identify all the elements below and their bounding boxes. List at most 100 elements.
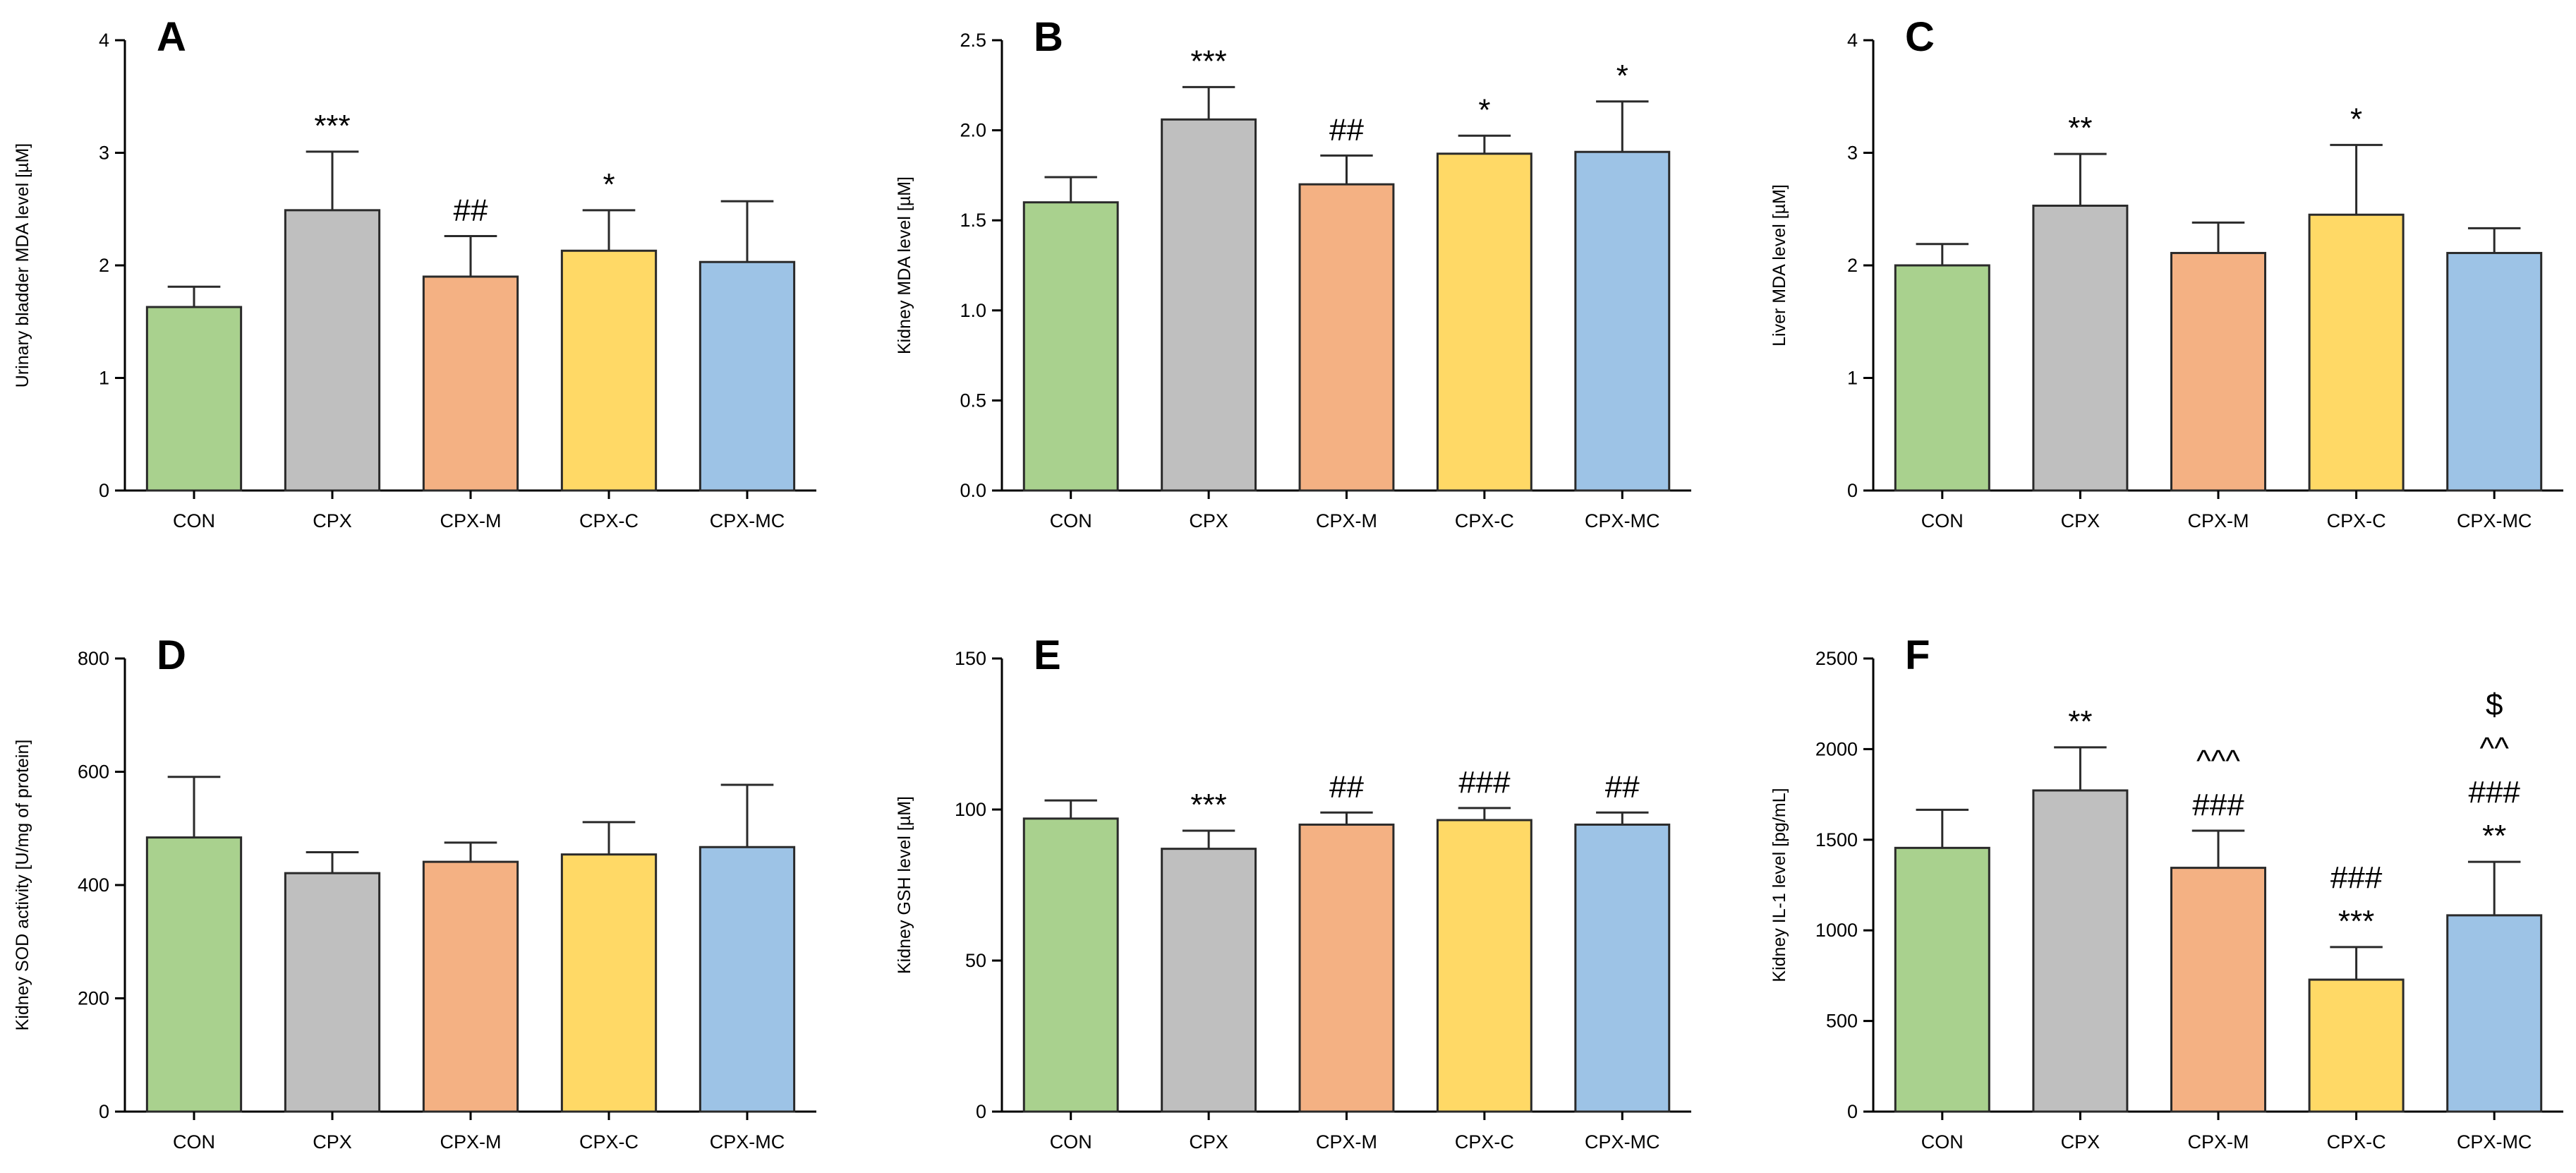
y-axis-label: Kidney SOD activity [U/mg of protein] <box>13 740 32 1031</box>
y-tick-label: 600 <box>78 762 109 783</box>
y-axis-label: Kidney GSH level [µM] <box>895 796 914 974</box>
y-tick-label: 2.0 <box>960 120 986 141</box>
category-label: CPX <box>2061 510 2100 531</box>
bar-cpx <box>1161 848 1257 1113</box>
significance-marker: ## <box>454 193 488 228</box>
y-tick-label: 0 <box>99 1101 109 1122</box>
bar-cpx-m <box>1298 823 1395 1113</box>
significance-marker: ## <box>1605 769 1640 804</box>
significance-marker: ### <box>2468 775 2520 810</box>
y-tick-label: 0.5 <box>960 390 986 411</box>
y-tick-label: 4 <box>99 30 109 51</box>
category-label: CPX <box>1189 1131 1228 1153</box>
category-label: CPX-C <box>1455 510 1514 531</box>
category-label: CPX-MC <box>710 1131 785 1153</box>
panel-letter: C <box>1905 14 1935 60</box>
bar-cpx-m <box>422 275 519 492</box>
bar-con <box>1022 817 1119 1113</box>
panel-letter: D <box>157 632 186 678</box>
chart-panel-f: F 0 500 1000 1500 2000 2500 Kidney IL-1 level [… <box>1770 632 2563 1153</box>
y-tick-label: 500 <box>1826 1011 1858 1032</box>
category-label: CPX-M <box>2188 1131 2249 1153</box>
y-tick-label: 0.0 <box>960 480 986 501</box>
significance-marker: *** <box>1190 788 1226 822</box>
y-tick-label: 1500 <box>1815 829 1858 850</box>
bar-cpx <box>2032 789 2129 1113</box>
panel-letter: B <box>1034 14 1063 60</box>
y-tick-label: 1.0 <box>960 300 986 321</box>
chart-panel-e: E 0 50 100 150 Kidney GSH level [µM] CON CPX ***… <box>895 632 1691 1153</box>
bar-cpx-mc <box>1574 150 1671 492</box>
bar-con <box>1894 846 1990 1113</box>
panel-letter: A <box>157 14 186 60</box>
y-tick-label: 3 <box>99 143 109 164</box>
significance-marker: * <box>1616 59 1628 93</box>
y-tick-label: 1 <box>1847 368 1858 389</box>
significance-marker: ^^^ <box>2196 744 2240 778</box>
y-tick-label: 0 <box>1847 480 1858 501</box>
category-label: CPX-MC <box>710 510 785 531</box>
chart-panel-a: A 0 1 2 3 4 Urinary bladder MDA level [µM] CON C… <box>13 14 816 531</box>
bar-cpx-mc <box>2446 251 2543 492</box>
y-tick-label: 1 <box>99 368 109 389</box>
y-tick-label: 2000 <box>1815 738 1858 759</box>
bar-con <box>145 836 243 1113</box>
y-tick-label: 2 <box>99 255 109 276</box>
significance-marker: * <box>603 167 615 202</box>
y-tick-label: 1.5 <box>960 210 986 231</box>
bar-cpx-mc <box>699 260 796 492</box>
y-tick-label: 50 <box>965 950 986 971</box>
bar-cpx <box>284 209 381 492</box>
significance-marker: *** <box>314 109 350 143</box>
category-label: CPX <box>1189 510 1228 531</box>
category-label: CPX-C <box>579 1131 639 1153</box>
y-axis-label: Urinary bladder MDA level [µM] <box>13 143 32 387</box>
bar-cpx-c <box>2308 213 2405 492</box>
significance-marker: $ <box>2486 687 2503 722</box>
category-label: CON <box>1050 510 1092 531</box>
category-label: CPX-C <box>2327 510 2386 531</box>
bar-cpx-m <box>2170 251 2267 492</box>
category-label: CPX-M <box>2188 510 2249 531</box>
bar-cpx-mc <box>1574 823 1671 1113</box>
y-tick-label: 2500 <box>1815 648 1858 669</box>
chart-panel-d: D 0 200 400 600 800 Kidney SOD activity [U/mg … <box>13 632 816 1153</box>
significance-marker: ### <box>1458 765 1511 800</box>
bar-cpx-m <box>1298 183 1395 492</box>
y-tick-label: 0 <box>976 1101 986 1122</box>
bar-cpx-m <box>422 860 519 1113</box>
category-label: CON <box>1921 1131 1964 1153</box>
category-label: CPX-MC <box>1585 510 1660 531</box>
category-label: CON <box>173 510 215 531</box>
y-tick-label: 3 <box>1847 143 1858 164</box>
y-tick-label: 100 <box>955 799 986 820</box>
bar-cpx <box>2032 204 2129 492</box>
category-label: CPX-M <box>440 510 502 531</box>
category-label: CPX-MC <box>1585 1131 1660 1153</box>
bar-cpx <box>1161 118 1257 492</box>
y-tick-label: 200 <box>78 988 109 1009</box>
bar-cpx-mc <box>2446 914 2543 1113</box>
bar-con <box>1894 264 1990 492</box>
y-axis-label: Kidney IL-1 level [pg/mL] <box>1770 788 1789 982</box>
category-label: CPX-M <box>1316 510 1377 531</box>
bar-cpx-mc <box>699 846 796 1113</box>
significance-marker: ## <box>1329 112 1364 147</box>
category-label: CPX-C <box>2327 1131 2386 1153</box>
significance-marker: ** <box>2068 111 2092 145</box>
significance-marker: ### <box>2192 788 2244 822</box>
category-label: CPX-C <box>579 510 639 531</box>
significance-marker: ^^ <box>2480 731 2510 766</box>
significance-marker: ** <box>2482 819 2506 853</box>
category-label: CPX-M <box>1316 1131 1377 1153</box>
y-tick-label: 800 <box>78 648 109 669</box>
bar-cpx <box>284 872 381 1113</box>
chart-panel-b: B 0.0 0.5 1.0 1.5 2.0 2.5 Kidney MDA level [µM]… <box>895 14 1691 531</box>
category-label: CPX <box>313 510 352 531</box>
bar-cpx-c <box>2308 978 2405 1113</box>
y-tick-label: 4 <box>1847 30 1858 51</box>
category-label: CON <box>1050 1131 1092 1153</box>
category-label: CPX-C <box>1455 1131 1514 1153</box>
